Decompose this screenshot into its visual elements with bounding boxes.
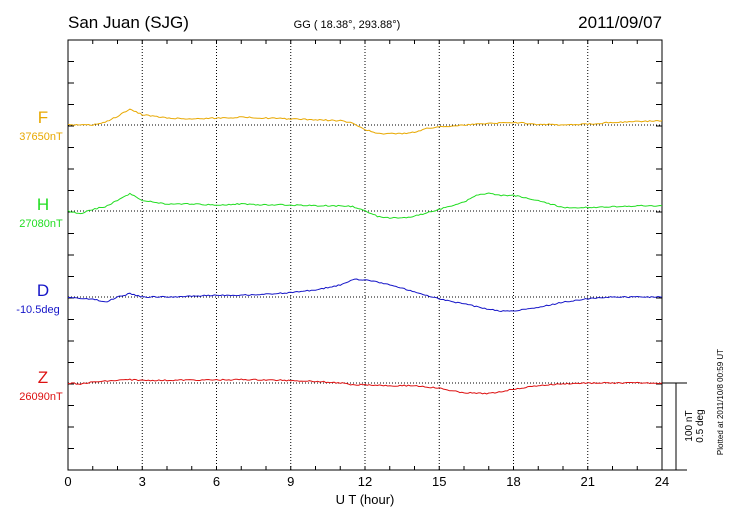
series-line-h — [67, 192, 663, 219]
baseline-value-h: 27080nT — [19, 218, 63, 230]
scale-label-deg: 0.5 deg — [695, 409, 706, 442]
x-tick-labels: 0 3 6 9 12 15 18 21 24 — [64, 474, 669, 489]
x-tick-label-0: 0 — [64, 474, 71, 489]
series-lines — [67, 108, 663, 395]
baseline-value-f: 37650nT — [19, 131, 63, 143]
x-tick-label-15: 15 — [432, 474, 446, 489]
x-tick-label-21: 21 — [581, 474, 595, 489]
x-tick-label-12: 12 — [358, 474, 372, 489]
vertical-gridlines — [141, 40, 589, 470]
x-tick-label-24: 24 — [655, 474, 669, 489]
x-tick-label-9: 9 — [287, 474, 294, 489]
plot-frame — [67, 39, 663, 471]
series-label-f: F — [38, 108, 48, 127]
series-line-z — [67, 378, 663, 395]
series-line-f — [67, 108, 663, 135]
x-axis-label: U T (hour) — [336, 492, 395, 507]
series-label-h: H — [37, 195, 49, 214]
x-tick-label-18: 18 — [506, 474, 520, 489]
geographic-coordinates: GG ( 18.38°, 293.88°) — [294, 19, 401, 31]
x-tick-label-3: 3 — [139, 474, 146, 489]
scale-bar: 100 nT 0.5 deg — [662, 382, 706, 471]
x-tick-label-6: 6 — [213, 474, 220, 489]
edge-ticks — [68, 40, 662, 470]
series-label-d: D — [37, 281, 49, 300]
station-title: San Juan (SJG) — [68, 13, 189, 32]
plotted-timestamp: Plotted at 2011/10/8 00:59 UT — [716, 349, 725, 455]
baseline-value-z: 26090nT — [19, 391, 63, 403]
plot-date: 2011/09/07 — [578, 13, 662, 32]
scale-label-nt: 100 nT — [684, 410, 695, 441]
baseline-value-d: -10.5deg — [16, 304, 59, 316]
series-label-z: Z — [38, 368, 48, 387]
series-line-d — [67, 278, 663, 313]
